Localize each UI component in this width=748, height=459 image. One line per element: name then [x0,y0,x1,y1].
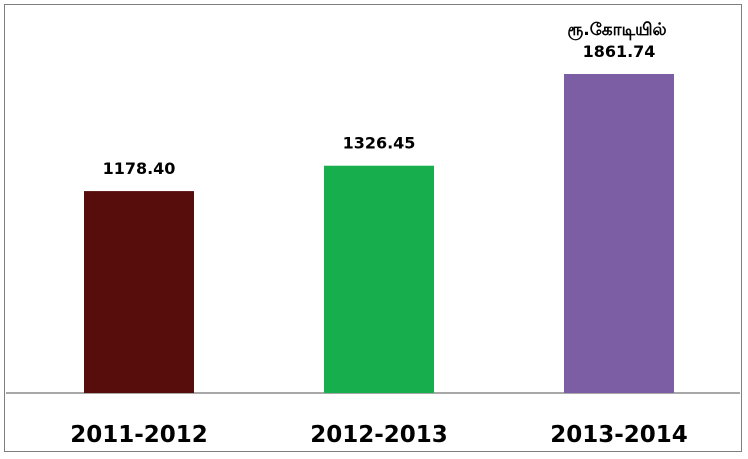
value-label-2011-2012: 1178.40 [103,159,176,178]
bar-2011-2012 [84,191,194,393]
category-label-2012-2013: 2012-2013 [310,422,448,448]
value-label-2013-2014: 1861.74 [583,42,656,61]
category-label-2011-2012: 2011-2012 [70,422,208,448]
bar-2012-2013 [324,165,434,393]
category-label-2013-2014: 2013-2014 [550,422,688,448]
value-label-2012-2013: 1326.45 [343,134,416,153]
bar-2013-2014 [564,74,674,393]
unit-label: ரூ.கோடியில் [567,20,666,40]
